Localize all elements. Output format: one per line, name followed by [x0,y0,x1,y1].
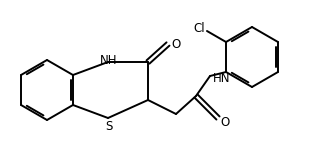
Text: O: O [220,116,230,130]
Text: S: S [105,119,113,133]
Text: NH: NH [100,54,118,68]
Text: HN: HN [213,71,231,84]
Text: O: O [171,38,181,51]
Text: Cl: Cl [193,22,205,35]
